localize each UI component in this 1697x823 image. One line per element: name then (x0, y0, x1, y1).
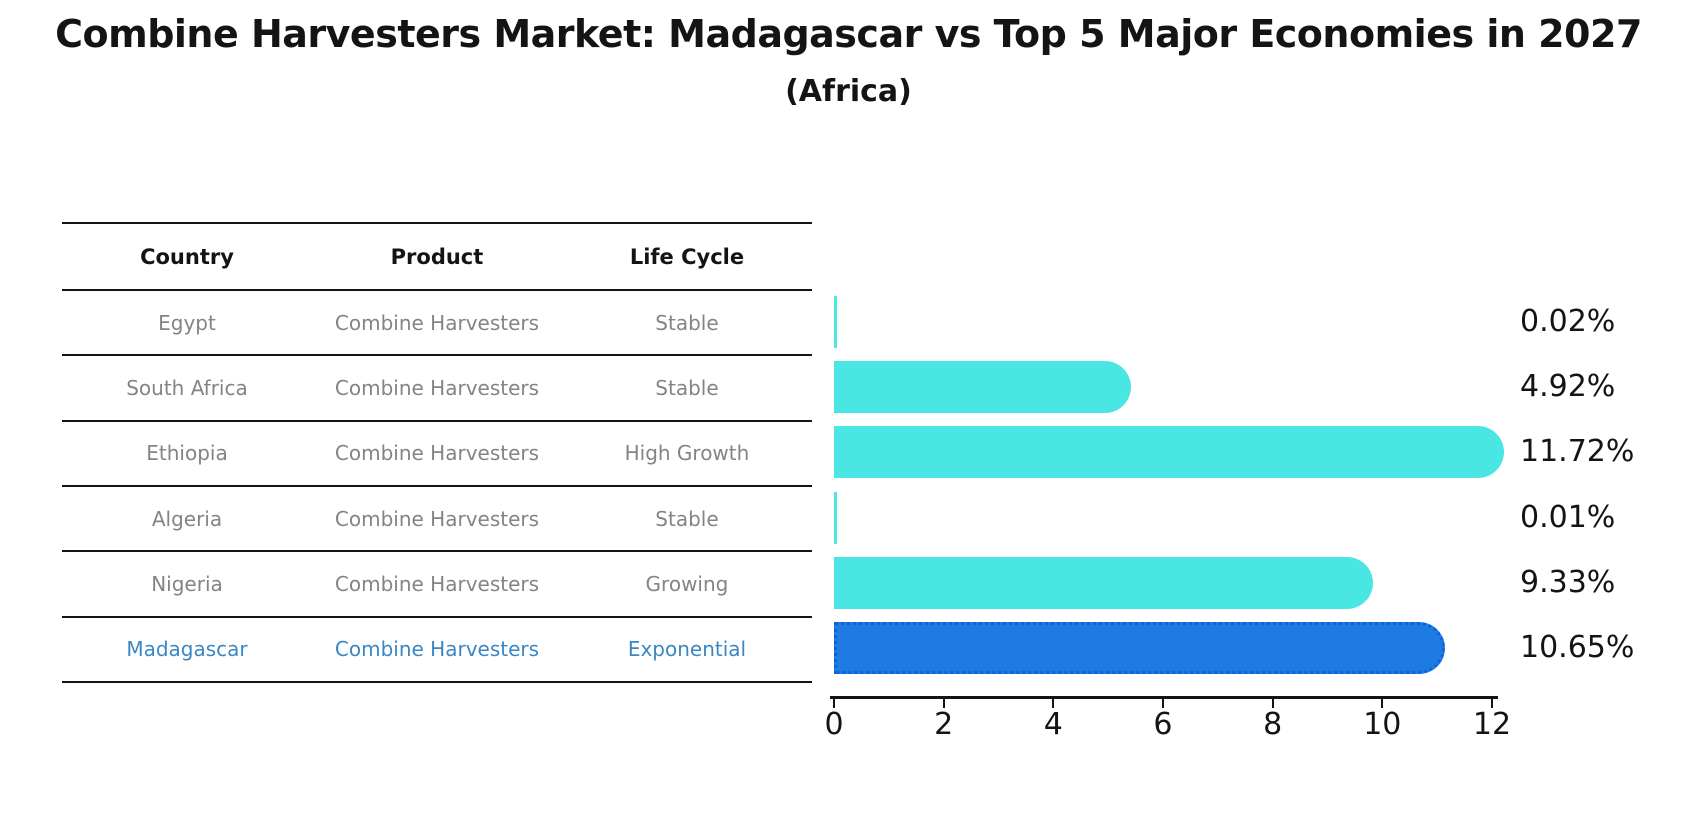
cell-life-cycle: High Growth (624, 441, 750, 466)
bar-ethiopia (834, 426, 1504, 479)
country-table: Country Product Life Cycle Egypt Combine… (62, 222, 812, 683)
cell-country: Ethiopia (146, 441, 228, 466)
table-header-row: Country Product Life Cycle (62, 224, 812, 291)
x-axis-tick-label: 4 (1043, 707, 1063, 742)
bar-algeria (834, 491, 837, 544)
x-axis-tick (942, 699, 945, 708)
bar-south-africa (834, 360, 1131, 413)
x-axis-tick-label: 2 (934, 707, 954, 742)
chart-subtitle: (Africa) (785, 74, 912, 109)
cell-life-cycle: Stable (655, 375, 719, 400)
x-axis-tick-label: 12 (1472, 707, 1512, 742)
bar-value-label: 0.02% (1520, 303, 1616, 339)
column-header-country: Country (140, 244, 234, 269)
table-row: Algeria Combine Harvesters Stable (62, 487, 812, 553)
x-axis-tick-label: 0 (824, 707, 844, 742)
chart-title: Combine Harvesters Market: Madagascar vs… (55, 12, 1642, 56)
cell-product: Combine Harvesters (334, 506, 540, 531)
cell-country: Nigeria (151, 571, 223, 596)
bar-madagascar (834, 622, 1445, 675)
cell-country: Algeria (151, 506, 223, 531)
cell-product: Combine Harvesters (334, 571, 540, 596)
table-row: Madagascar Combine Harvesters Exponentia… (62, 618, 812, 683)
x-axis-tick (1161, 699, 1164, 708)
x-axis-tick-label: 10 (1363, 707, 1402, 742)
cell-country: South Africa (126, 375, 248, 400)
column-header-product: Product (390, 244, 484, 269)
x-axis-tick (833, 699, 835, 708)
cell-product: Combine Harvesters (334, 310, 540, 335)
cell-country: Egypt (158, 310, 216, 335)
bar-nigeria (834, 556, 1373, 609)
column-header-life-cycle: Life Cycle (629, 244, 745, 269)
table-row: Nigeria Combine Harvesters Growing (62, 552, 812, 618)
x-axis-tick (1381, 699, 1384, 708)
bar-value-label: 0.01% (1520, 499, 1616, 535)
table-row: Ethiopia Combine Harvesters High Growth (62, 422, 812, 487)
cell-life-cycle: Exponential (627, 637, 747, 662)
cell-product: Combine Harvesters (334, 375, 540, 400)
x-axis-tick (1271, 699, 1274, 708)
bar-value-label: 9.33% (1520, 564, 1616, 600)
bar-egypt (834, 295, 837, 348)
cell-product: Combine Harvesters (334, 637, 540, 662)
x-axis-tick-label: 8 (1263, 707, 1283, 742)
bar-value-label: 11.72% (1520, 434, 1635, 470)
table-row: South Africa Combine Harvesters Stable (62, 356, 812, 422)
x-axis-line (830, 696, 1498, 699)
cell-country: Madagascar (126, 637, 248, 662)
cell-life-cycle: Growing (645, 571, 729, 596)
bar-value-label: 10.65% (1520, 630, 1635, 666)
x-axis-tick (1490, 699, 1493, 708)
cell-life-cycle: Stable (655, 310, 719, 335)
cell-product: Combine Harvesters (334, 441, 540, 466)
cell-life-cycle: Stable (655, 506, 719, 531)
table-row: Egypt Combine Harvesters Stable (62, 291, 812, 357)
x-axis-tick (1052, 699, 1055, 708)
bar-value-label: 4.92% (1520, 368, 1616, 404)
x-axis-tick-label: 6 (1153, 707, 1173, 742)
